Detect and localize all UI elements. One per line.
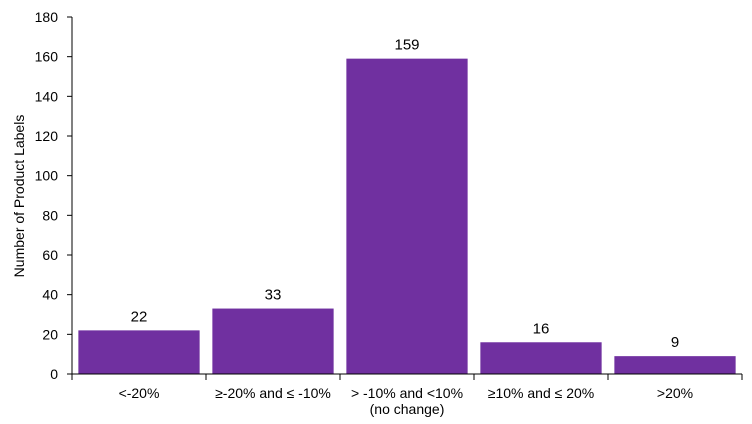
data-label: 22 bbox=[131, 308, 148, 325]
y-tick-label: 60 bbox=[42, 247, 58, 263]
data-label: 16 bbox=[533, 320, 550, 337]
bar bbox=[78, 330, 200, 374]
x-category-label: (no change) bbox=[370, 401, 445, 417]
bar bbox=[212, 308, 334, 374]
bar bbox=[614, 356, 736, 374]
y-tick-label: 160 bbox=[35, 49, 59, 65]
x-category-label: >20% bbox=[657, 385, 693, 401]
bar bbox=[346, 58, 468, 375]
x-axis: <-20% ≥-20% and ≤ -10% > -10% and <10%(no … bbox=[71, 373, 743, 417]
data-labels: 22 33 159 16 9 bbox=[131, 37, 680, 351]
y-tick-label: 100 bbox=[35, 168, 59, 184]
y-tick-label: 120 bbox=[35, 128, 59, 144]
data-label: 159 bbox=[394, 37, 419, 54]
y-tick-label: 20 bbox=[42, 326, 58, 342]
y-tick-label: 140 bbox=[35, 88, 59, 104]
y-axis-title: Number of Product Labels bbox=[11, 115, 27, 278]
y-tick-label: 80 bbox=[42, 207, 58, 223]
x-category-label: ≥10% and ≤ 20% bbox=[488, 385, 594, 401]
x-category-label: > -10% and <10% bbox=[351, 385, 463, 401]
y-tick-label: 180 bbox=[35, 9, 59, 25]
bar bbox=[480, 342, 602, 374]
bars bbox=[78, 58, 736, 375]
y-axis: 0 20 40 60 80 100 120 140 160 180 bbox=[35, 9, 73, 382]
x-category-label: <-20% bbox=[119, 385, 160, 401]
data-label: 33 bbox=[265, 287, 282, 304]
y-tick-label: 40 bbox=[42, 287, 58, 303]
x-category-label: ≥-20% and ≤ -10% bbox=[215, 385, 331, 401]
y-tick-label: 0 bbox=[50, 366, 58, 382]
data-label: 9 bbox=[671, 334, 679, 351]
